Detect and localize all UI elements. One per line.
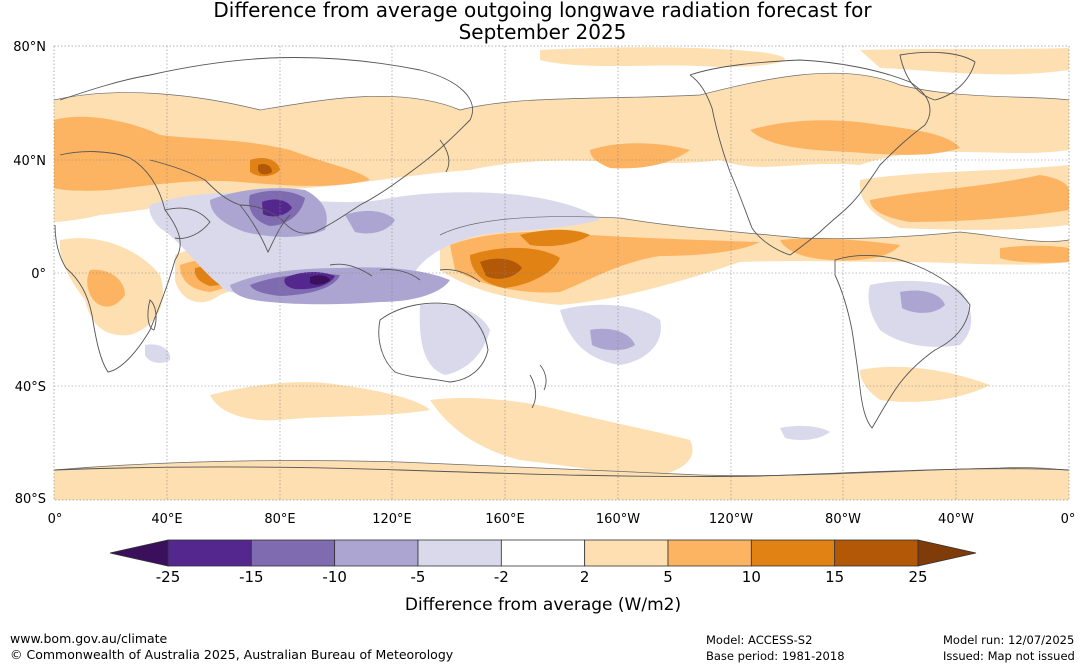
- colorbar-tick-label: 2: [580, 568, 590, 586]
- colorbar-tick-label: -10: [322, 568, 347, 586]
- lon-label: 160°W: [596, 512, 640, 527]
- africa-coastline: [54, 151, 181, 373]
- colorbar-over-arrow: [917, 539, 977, 567]
- colorbar-tick-label: -15: [239, 568, 264, 586]
- south-america-negative: [868, 280, 972, 347]
- lon-label: 160°E: [485, 512, 525, 527]
- colorbar-segment: [250, 539, 336, 567]
- antarctic-positive-band: [54, 460, 1069, 500]
- lon-label: 120°E: [372, 512, 412, 527]
- lat-label: 80°N: [13, 40, 46, 55]
- colorbar-segment: [834, 539, 919, 567]
- colorbar-segment: [334, 539, 419, 567]
- colorbar-tick-label: -25: [156, 568, 181, 586]
- lon-label: 80°E: [264, 512, 295, 527]
- map-title-line-1: Difference from average outgoing longwav…: [213, 0, 872, 22]
- colorbar-tick-label: 15: [825, 568, 844, 586]
- footer-issued: Issued: Map not issued: [943, 649, 1075, 663]
- footer-base-period: Base period: 1981-2018: [706, 649, 845, 663]
- lon-label: 0°: [48, 512, 63, 527]
- antarctica-coastline: [54, 466, 1069, 477]
- colorbar-segment: [500, 539, 586, 567]
- asia-positive: [54, 116, 370, 191]
- colorbar-segment: [750, 539, 836, 567]
- colorbar-segment: [584, 539, 669, 567]
- footer-copyright: © Commonwealth of Australia 2025, Austra…: [10, 647, 454, 662]
- lat-label: 40°N: [13, 154, 46, 169]
- colorbar-tick-labels: -25 -15 -10 -5 -2 2 5 10 15 25: [156, 568, 928, 586]
- south-america-coastline: [834, 254, 971, 429]
- coastlines: [54, 51, 1069, 477]
- colorbar-tick-label: 10: [742, 568, 761, 586]
- anomaly-fields: [54, 46, 1069, 500]
- colorbar-tick-label: 5: [663, 568, 673, 586]
- colorbar-segment: [167, 539, 252, 567]
- colorbar: [109, 539, 977, 567]
- colorbar-segment: [417, 539, 502, 567]
- footer-website: www.bom.gov.au/climate: [10, 631, 168, 646]
- lon-label: 120°W: [709, 512, 753, 527]
- colorbar-segment: [667, 539, 752, 567]
- australia-coastline: [378, 302, 489, 383]
- graticule: [54, 46, 1069, 500]
- lon-label: 40°E: [151, 512, 182, 527]
- colorbar-under-arrow: [109, 539, 169, 567]
- latitude-labels: 80°N 40°N 0° 40°S 80°S: [13, 40, 46, 507]
- map-title-line-2: September 2025: [458, 20, 627, 44]
- colorbar-tick-label: -2: [494, 568, 509, 586]
- lat-label: 0°: [31, 267, 46, 282]
- lon-label: 40°W: [938, 512, 974, 527]
- lat-label: 40°S: [15, 380, 46, 395]
- footer-model: Model: ACCESS-S2: [706, 633, 813, 647]
- footer-model-run: Model run: 12/07/2025: [943, 633, 1075, 647]
- colorbar-tick-label: -5: [411, 568, 426, 586]
- colorbar-tick-label: 25: [908, 568, 927, 586]
- longitude-labels: 0° 40°E 80°E 120°E 160°E 160°W 120°W 80°…: [48, 512, 1076, 527]
- lat-label: 80°S: [15, 492, 46, 507]
- lon-label: 80°W: [825, 512, 861, 527]
- lon-label: 0°: [1061, 512, 1076, 527]
- colorbar-label: Difference from average (W/m2): [405, 595, 681, 615]
